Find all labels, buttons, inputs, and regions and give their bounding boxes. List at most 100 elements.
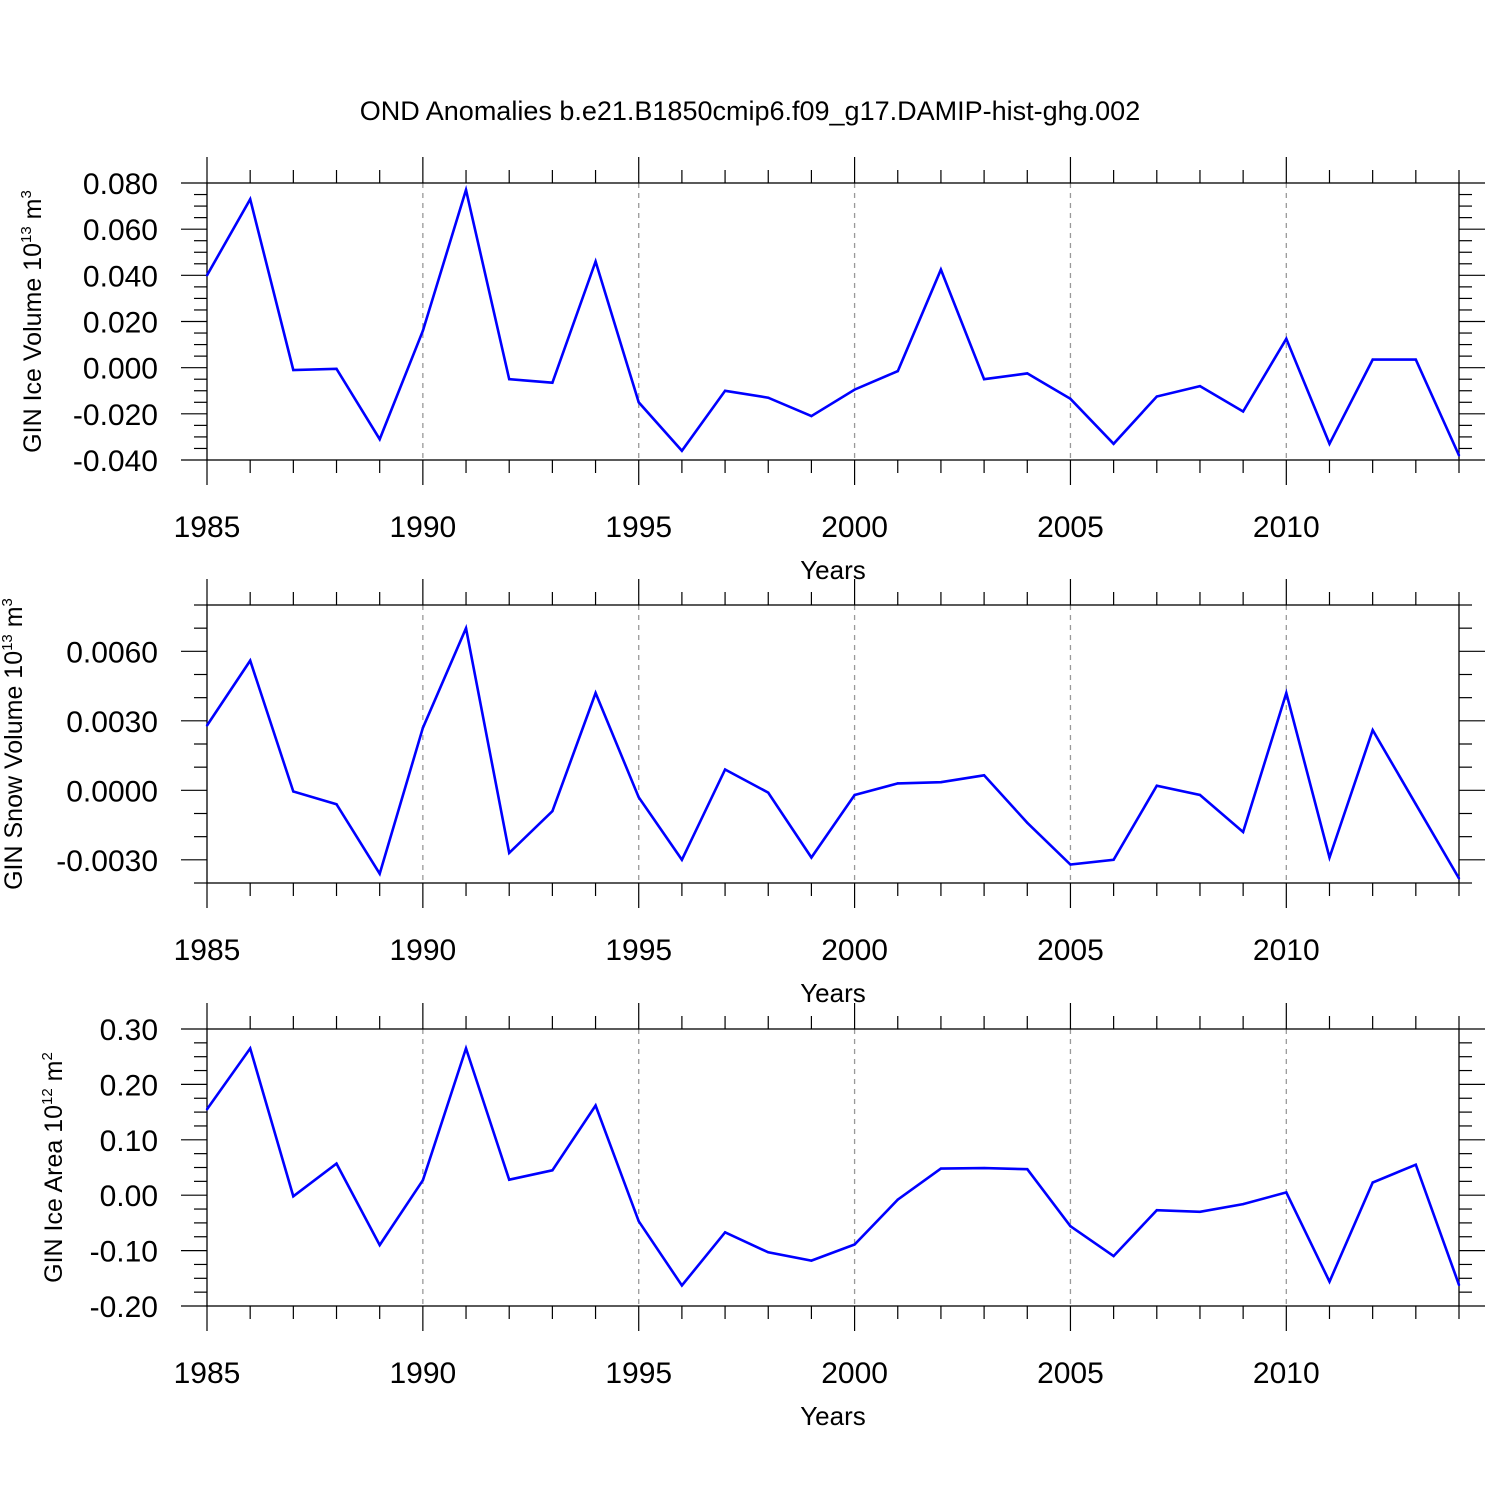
data-point: [853, 388, 856, 391]
x-axis-label: Years: [800, 555, 866, 585]
data-point: [637, 796, 640, 799]
data-point: [1457, 1283, 1461, 1287]
x-tick-label: 1995: [605, 511, 672, 544]
data-point: [1026, 821, 1029, 824]
data-point: [464, 188, 468, 192]
y-axis-label: GIN Snow Volume 1013 m3: [0, 598, 28, 890]
data-point: [767, 396, 770, 399]
data-point: [248, 659, 252, 662]
data-point: [1155, 395, 1158, 398]
y-axis-label-superscript: 13: [0, 634, 16, 651]
data-point: [1112, 442, 1115, 446]
data-point: [205, 724, 209, 727]
y-tick-label: 0.20: [100, 1069, 158, 1102]
data-point: [421, 329, 425, 332]
data-point: [637, 401, 640, 404]
x-axis-label: Years: [800, 978, 866, 1008]
y-axis-label: GIN Ice Volume 1013 m3: [18, 190, 47, 453]
data-point: [1328, 442, 1331, 446]
data-point: [1112, 1254, 1115, 1258]
data-point: [292, 1195, 295, 1198]
data-point: [1328, 856, 1331, 859]
x-tick-label: 1985: [174, 934, 241, 967]
y-axis-label-part: GIN Ice Area 10: [40, 1105, 68, 1283]
data-point: [1198, 1210, 1202, 1214]
data-point: [205, 1108, 209, 1111]
data-point: [1285, 337, 1288, 341]
data-point: [1371, 728, 1374, 732]
panel-2: 0.0060 0.0030 0.0000 -0.0030 1985 1990 1995 200…: [0, 579, 1485, 1008]
y-axis-label-superscript: 12: [39, 1088, 56, 1105]
x-tick-label: 1995: [605, 934, 672, 967]
data-point: [1457, 877, 1461, 880]
data-point: [767, 1251, 770, 1254]
data-point: [464, 626, 468, 630]
data-point: [508, 378, 511, 381]
data-point: [810, 856, 813, 859]
x-tick-label: 2000: [821, 934, 888, 967]
data-point: [1414, 1163, 1418, 1166]
data-point: [1328, 1280, 1331, 1283]
data-point: [1414, 803, 1418, 806]
data-point: [1414, 358, 1418, 361]
y-tick-label: 0.0030: [66, 706, 158, 739]
data-point: [1371, 1181, 1374, 1184]
figure-title: OND Anomalies b.e21.B1850cmip6.f09_g17.D…: [360, 96, 1140, 126]
data-point: [421, 726, 425, 729]
data-point: [248, 1047, 252, 1050]
y-tick-label: 0.0000: [66, 775, 158, 808]
panel-1: 0.080 0.060 0.040 0.020 0.000 -0.020 -0.040 198…: [18, 157, 1485, 585]
data-point: [680, 858, 684, 862]
data-point: [982, 774, 986, 777]
data-point: [1285, 691, 1288, 695]
data-point: [723, 389, 727, 392]
data-point: [767, 791, 770, 794]
x-tick-label: 2005: [1037, 1357, 1104, 1390]
data-point: [248, 197, 252, 201]
data-point: [853, 1243, 856, 1246]
y-axis-label-part: m: [0, 606, 28, 634]
plot-frame: [206, 182, 1460, 461]
y-tick-label: -0.040: [73, 445, 158, 478]
x-tick-label: 2000: [821, 511, 888, 544]
x-tick-label: 2010: [1253, 1357, 1320, 1390]
data-point: [205, 274, 209, 277]
y-tick-label: 0.080: [83, 168, 158, 201]
data-point: [335, 1162, 338, 1165]
data-point: [378, 438, 381, 441]
x-tick-label: 2000: [821, 1357, 888, 1390]
y-tick-label: 0.020: [83, 307, 158, 340]
y-tick-label: 0.30: [100, 1014, 158, 1047]
data-point: [508, 1178, 511, 1181]
data-point: [292, 368, 295, 372]
data-point: [1371, 358, 1374, 361]
series-line: [205, 184, 1461, 456]
y-axis-label-part: GIN Ice Volume 10: [19, 243, 47, 453]
data-point: [723, 1231, 727, 1234]
y-tick-label: 0.0060: [66, 636, 158, 669]
y-axis-label-superscript: 2: [39, 1052, 56, 1060]
data-point: [1285, 1191, 1288, 1194]
x-tick-label: 2005: [1037, 511, 1104, 544]
plot-frame: [206, 1028, 1460, 1307]
data-point: [1241, 830, 1245, 834]
x-tick-label: 1995: [605, 1357, 672, 1390]
data-point: [637, 1220, 640, 1223]
y-axis-label-superscript: 13: [18, 226, 35, 243]
data-point: [594, 1104, 597, 1107]
data-point: [680, 1284, 684, 1287]
series-line: [205, 1044, 1461, 1288]
x-axis-label: Years: [800, 1401, 866, 1431]
data-point: [1069, 397, 1072, 401]
data-point: [1198, 793, 1202, 797]
data-point: [335, 803, 338, 806]
y-axis-label-superscript: 3: [18, 190, 35, 198]
data-point: [939, 781, 943, 784]
y-axis-label-part: m: [19, 199, 47, 227]
data-point: [1155, 784, 1158, 787]
y-axis-label-part: GIN Snow Volume 10: [0, 651, 28, 890]
x-tick-label: 2010: [1253, 934, 1320, 967]
data-point: [551, 809, 554, 813]
data-point: [335, 367, 338, 371]
